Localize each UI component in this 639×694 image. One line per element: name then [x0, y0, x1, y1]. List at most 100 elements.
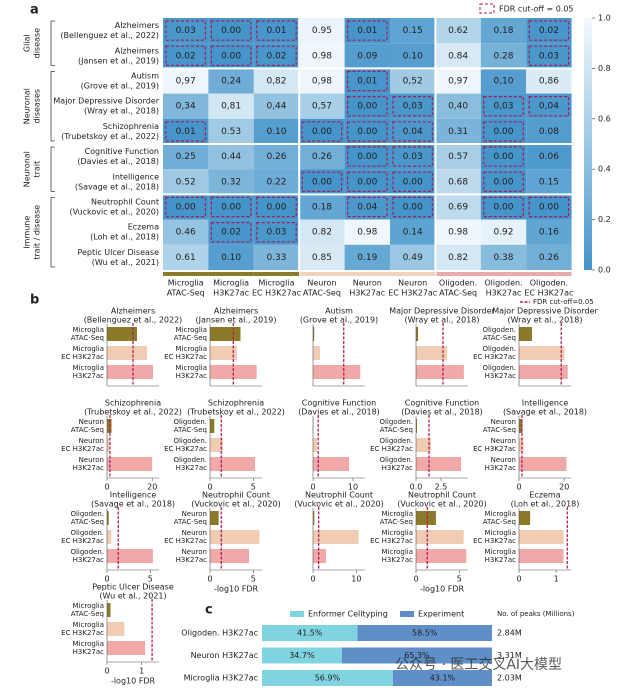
category-label: ATAC-Seq	[71, 426, 104, 434]
significance-box	[483, 146, 524, 167]
category-label: Neuron	[79, 456, 104, 464]
cell-label: 0.15	[539, 177, 559, 187]
bar	[313, 457, 349, 471]
colorbar-tick-label: 0.4	[598, 165, 611, 174]
panel-title: Eczema	[529, 491, 560, 500]
heatmap-cell	[526, 68, 572, 94]
panel-title: Alzheimers	[214, 307, 258, 316]
heatmap-cell	[163, 118, 209, 144]
bar	[107, 549, 153, 563]
category-label: Microglia	[382, 529, 413, 537]
cell-label: 0.03	[539, 51, 559, 61]
x-axis-label: -log10 FDR	[111, 677, 156, 686]
panel-letter: a	[30, 3, 39, 18]
cell-label: 0,40	[448, 102, 468, 112]
row-label: (Wu et al., 2021)	[92, 258, 159, 267]
cell-label: 0.02	[539, 26, 559, 36]
cell-label: 0.92	[493, 228, 513, 238]
significance-box	[256, 20, 297, 41]
bar	[519, 419, 523, 433]
bar	[107, 530, 112, 544]
cell-label: 0.00	[266, 203, 286, 213]
category-label: Oligoden.	[482, 345, 516, 353]
cell-label: 0.10	[403, 51, 423, 61]
panel-title: Major Depressive Disorder	[492, 307, 598, 316]
bar	[210, 438, 223, 452]
heatmap-cell	[480, 68, 527, 94]
panel-letter: b	[30, 293, 39, 308]
cell-label: 0.00	[357, 152, 377, 162]
bar	[210, 457, 256, 471]
cell-label: 0.04	[357, 203, 377, 213]
colorbar-tick-label: 0.0	[598, 266, 611, 275]
significance-box	[347, 95, 388, 117]
column-group-bar	[390, 272, 436, 276]
panel-title: Peptic Ulcer Disease	[92, 583, 174, 592]
value-label: 34.7%	[289, 651, 315, 660]
significance-box	[301, 171, 343, 192]
row-label: (Savage et al., 2018)	[75, 182, 159, 191]
category-label: H3K27ac	[176, 372, 208, 380]
bar-segment	[262, 625, 358, 641]
category-label: H3K27ac	[176, 464, 208, 472]
cell-label: 0.22	[266, 177, 286, 187]
heatmap-cell	[208, 219, 254, 245]
heatmap-cell	[435, 169, 481, 195]
panel-title: (Loh et al., 2018)	[511, 500, 580, 509]
bar	[416, 549, 467, 563]
category-label: Neuron	[182, 548, 207, 556]
heatmap-cell	[253, 144, 300, 170]
heatmap-cell	[390, 244, 436, 270]
bar	[416, 457, 461, 471]
panel-title: (Vuckovic et al., 2020)	[191, 500, 281, 509]
row-label: (Trubetskoy et al., 2022)	[61, 132, 159, 141]
cell-label: 0.69	[448, 203, 468, 213]
x-tick-label: 10	[348, 483, 358, 492]
row-label: (Grove et al., 2019)	[81, 82, 159, 91]
cell-label: 0.32	[221, 177, 241, 187]
cell-label: 0.18	[493, 26, 513, 36]
significance-box	[301, 121, 343, 142]
category-label: Microglia	[73, 345, 104, 353]
column-label: Microglia	[213, 279, 249, 288]
category-label: H3K27ac	[485, 464, 517, 472]
heatmap-cell	[390, 144, 436, 170]
cell-label: 0.10	[266, 127, 286, 137]
x-tick-label: 1	[554, 575, 559, 584]
category-label: Oligoden. H3K27ac	[181, 629, 258, 638]
significance-box	[256, 222, 297, 243]
bar	[313, 549, 326, 563]
bar	[313, 438, 317, 452]
group-label: trait / disease	[33, 205, 42, 260]
significance-box	[483, 171, 524, 192]
legend-label: Enformer Celltyping	[308, 610, 388, 619]
cell-label: 0.62	[448, 26, 468, 36]
heatmap-cell	[435, 43, 481, 69]
cell-label: 0.00	[493, 177, 513, 187]
group-label: diseases	[33, 89, 42, 124]
category-label: Oligoden.	[70, 529, 104, 537]
cell-label: 0.49	[403, 253, 423, 263]
bar	[313, 365, 361, 379]
panel-title: Major Depressive Disorder	[389, 307, 495, 316]
category-label: Oligoden.	[70, 548, 104, 556]
bar	[519, 457, 567, 471]
cell-label: 0.02	[266, 51, 286, 61]
legend-label: Experiment	[418, 610, 464, 619]
heatmap-cell	[435, 68, 481, 94]
cell-label: 0.09	[357, 51, 377, 61]
heatmap-cell	[435, 219, 481, 245]
cell-label: 0.00	[403, 203, 423, 213]
category-label: ATAC-Seq	[71, 334, 104, 342]
bar	[107, 327, 137, 341]
category-label: ATAC-Seq	[174, 426, 207, 434]
bar	[210, 549, 249, 563]
significance-box	[528, 196, 570, 218]
bar	[107, 603, 111, 617]
heatmap-cell	[163, 144, 209, 170]
x-tick-label: 5	[148, 575, 153, 584]
row-label: Major Depressive Disorder	[53, 97, 159, 106]
heatmap-cell	[208, 118, 254, 144]
value-label: 58.5%	[412, 629, 438, 638]
cell-label: 0.00	[493, 127, 513, 137]
